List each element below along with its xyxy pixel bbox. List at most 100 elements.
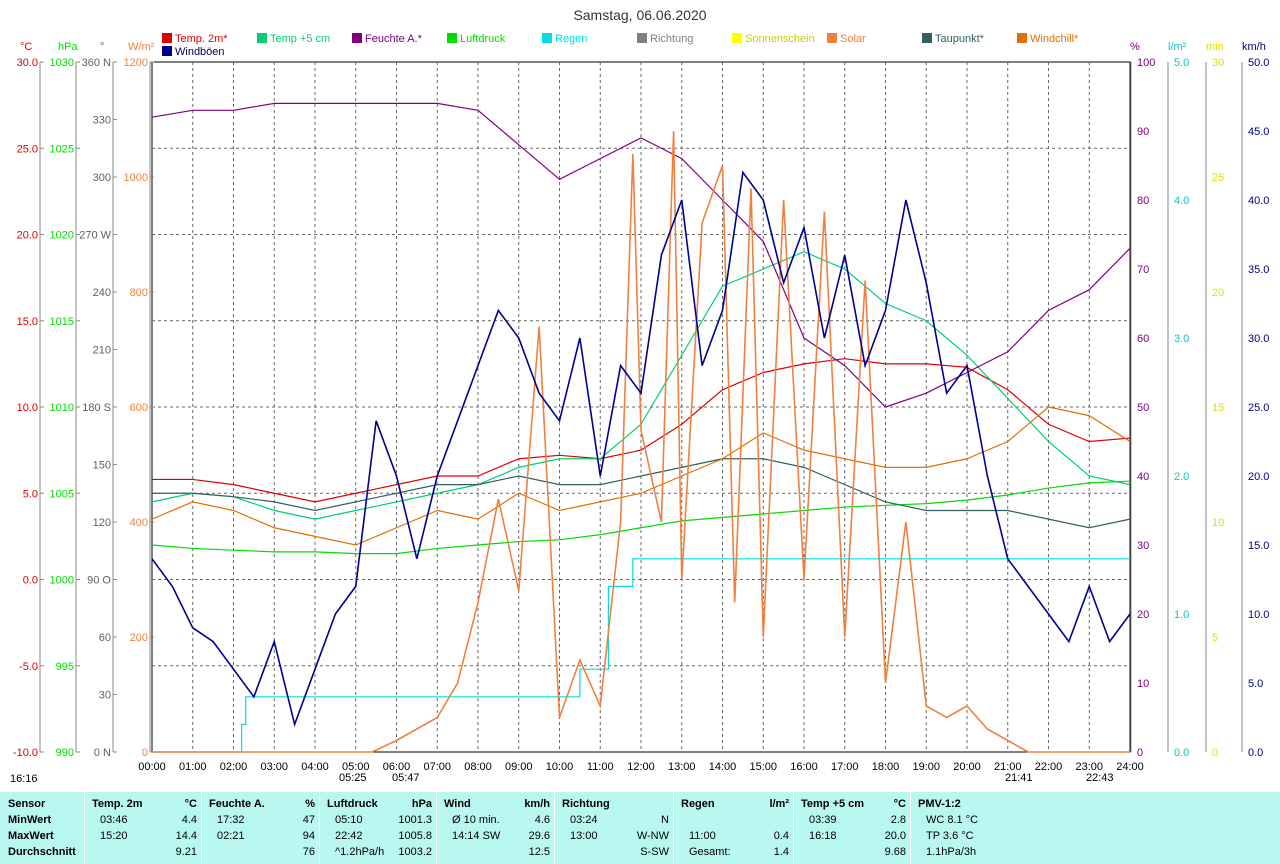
stats-row-label: MaxWert	[8, 830, 54, 842]
stats-cell-value: 20.0	[884, 830, 906, 842]
stats-block-title: Luftdruck	[327, 798, 378, 810]
stats-separator	[436, 792, 437, 864]
axis-unit-sun: min	[1206, 41, 1224, 53]
stats-cell-time: ^1.2hPa/h	[335, 846, 385, 858]
x-tick-label: 14:00	[709, 761, 737, 773]
axis-tick-label-wind: 15.0	[1248, 540, 1269, 552]
axis-tick-label-temp: 10.0	[17, 402, 38, 414]
legend-swatch	[162, 46, 172, 56]
axis-unit-hum: %	[1130, 41, 1140, 53]
axis-tick-label-temp: 0.0	[23, 575, 38, 587]
axis-tick-label-temp: -10.0	[13, 747, 38, 759]
stats-cell-time: Ø 10 min.	[452, 814, 500, 826]
stats-block-unit: l/m²	[769, 798, 789, 810]
legend-label: Regen	[555, 33, 587, 45]
axis-tick-label-hum: 50	[1137, 402, 1149, 414]
axis-tick-label-hum: 90	[1137, 126, 1149, 138]
legend-swatch	[162, 33, 172, 43]
axis-tick-label-dir: 360 N	[82, 57, 111, 69]
axis-tick-label-dir: 330	[93, 115, 111, 127]
x-tick-label: 21:00	[994, 761, 1022, 773]
axis-tick-label-wind: 40.0	[1248, 195, 1269, 207]
axis-unit-solar: W/m²	[128, 41, 155, 53]
x-tick-label: 23:00	[1075, 761, 1103, 773]
axis-tick-label-press: 990	[56, 747, 74, 759]
stats-cell-value: 4.4	[181, 814, 197, 826]
legend-label: Luftdruck	[460, 33, 506, 45]
stats-cell-value: 14.4	[175, 830, 197, 842]
axis-tick-label-dir: 180 S	[82, 402, 111, 414]
axis-tick-label-dir: 60	[99, 632, 111, 644]
legend: Temp. 2m* Temp +5 cm Feuchte A.* Luftdruck R…	[162, 33, 1079, 58]
axis-tick-label-hum: 40	[1137, 471, 1149, 483]
axis-tick-label-hum: 30	[1137, 540, 1149, 552]
axis-tick-label-dir: 150	[93, 460, 111, 472]
x-tick-label: 12:00	[627, 761, 655, 773]
legend-swatch	[827, 33, 837, 43]
sunrise-time-2: 05:47	[392, 772, 420, 784]
stats-cell-time: 03:24	[570, 814, 598, 826]
axis-tick-label-wind: 10.0	[1248, 609, 1269, 621]
weather-chart: Samstag, 06.06.2020 Temp. 2m* Temp +5 cm F…	[10, 7, 1269, 785]
stats-cell-value: 94	[302, 830, 315, 842]
stats-separator	[673, 792, 674, 864]
x-tick-label: 20:00	[953, 761, 981, 773]
axis-tick-label-wind: 35.0	[1248, 264, 1269, 276]
legend-label: Temp +5 cm	[270, 33, 330, 45]
axis-tick-label-dir: 30	[99, 690, 111, 702]
stats-cell-time: 14:14 SW	[452, 830, 501, 842]
axis-tick-label-press: 1015	[50, 316, 74, 328]
axis-tick-label-dir: 0 N	[94, 747, 111, 759]
x-tick-label: 07:00	[423, 761, 451, 773]
chart-title: Samstag, 06.06.2020	[573, 7, 706, 23]
x-tick-label: 17:00	[831, 761, 859, 773]
stats-block-unit: hPa	[411, 798, 432, 810]
axis-tick-label-wind: 0.0	[1248, 747, 1263, 759]
axis-tick-label-sun: 5	[1212, 632, 1218, 644]
legend-swatch	[637, 33, 647, 43]
stats-cell-time: 05:10	[335, 814, 363, 826]
x-tick-label: 10:00	[546, 761, 574, 773]
axis-tick-label-rain: 3.0	[1174, 333, 1189, 345]
stats-cell-value: 1.4	[773, 846, 789, 858]
axis-tick-label-temp: 15.0	[17, 316, 38, 328]
legend-label: Windchill*	[1030, 33, 1079, 45]
stats-cell-value: 2.8	[890, 814, 906, 826]
statistics-panel: Sensor MinWert MaxWert Durchschnitt Temp. 2m…	[0, 792, 1280, 864]
legend-label: Temp. 2m*	[175, 33, 228, 45]
axis-tick-label-wind: 50.0	[1248, 57, 1269, 69]
stats-separator	[319, 792, 320, 864]
stats-cell-time: 13:00	[570, 830, 598, 842]
x-tick-label: 16:00	[790, 761, 818, 773]
stats-cell-time: 15:20	[100, 830, 128, 842]
stats-cell-time: 03:46	[100, 814, 128, 826]
series-line-regen	[152, 558, 1130, 753]
sunset-time: 21:41	[1005, 772, 1033, 784]
series-line-solar	[152, 130, 1130, 753]
stats-cell-value: 0.4	[773, 830, 789, 842]
axis-tick-label-wind: 20.0	[1248, 471, 1269, 483]
x-tick-label: 01:00	[179, 761, 207, 773]
plot-area	[151, 102, 1131, 753]
axis-tick-label-press: 995	[56, 661, 74, 673]
x-tick-label: 18:00	[872, 761, 900, 773]
axis-tick-label-rain: 5.0	[1174, 57, 1189, 69]
legend-swatch	[922, 33, 932, 43]
x-tick-label: 24:00	[1116, 761, 1144, 773]
stats-cell-value: 29.6	[528, 830, 550, 842]
axis-tick-label-solar: 600	[130, 402, 148, 414]
legend-swatch	[1017, 33, 1027, 43]
axis-tick-label-sun: 25	[1212, 172, 1224, 184]
axis-tick-label-solar: 800	[130, 287, 148, 299]
axis-tick-label-solar: 1000	[124, 172, 148, 184]
legend-label: Taupunkt*	[935, 33, 985, 45]
axis-tick-label-rain: 1.0	[1174, 609, 1189, 621]
stats-separator	[84, 792, 85, 864]
axis-unit-rain: l/m²	[1168, 41, 1187, 53]
axis-tick-label-solar: 200	[130, 632, 148, 644]
stats-cell-time: TP 3.6 °C	[926, 830, 974, 842]
stats-block-unit: km/h	[524, 798, 550, 810]
axis-tick-label-wind: 25.0	[1248, 402, 1269, 414]
axis-tick-label-temp: 20.0	[17, 230, 38, 242]
stats-cell-time: 22:42	[335, 830, 363, 842]
